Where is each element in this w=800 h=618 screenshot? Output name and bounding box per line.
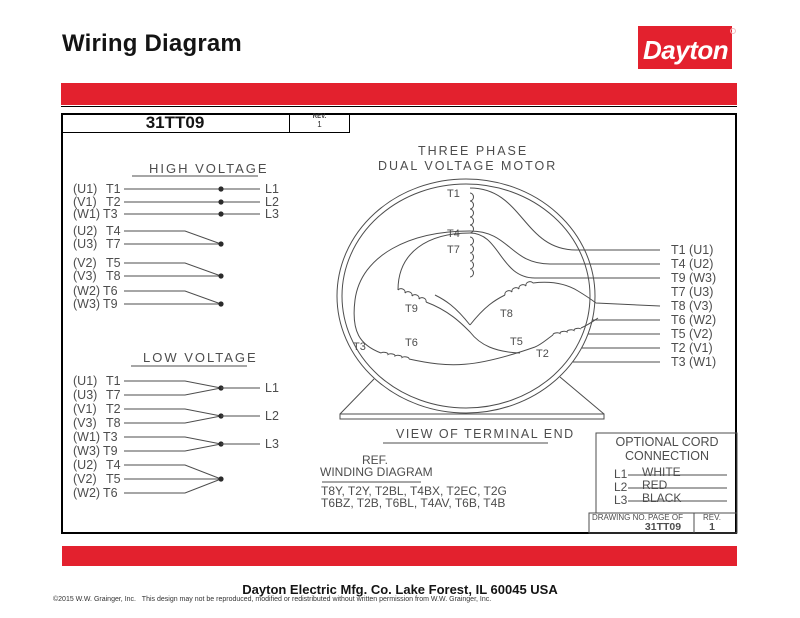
svg-text:THREE PHASE: THREE PHASE [418,144,528,158]
svg-text:(W2): (W2) [73,486,100,500]
svg-text:(W3): (W3) [73,444,100,458]
svg-text:T1: T1 [447,188,460,200]
svg-text:(U1): (U1) [73,182,97,196]
svg-text:1: 1 [709,521,715,533]
svg-text:HIGH VOLTAGE: HIGH VOLTAGE [149,161,269,176]
svg-text:T9: T9 [405,303,418,315]
svg-text:T7 (U3): T7 (U3) [671,285,713,299]
svg-text:OPTIONAL CORD: OPTIONAL CORD [615,435,718,449]
svg-text:(U2): (U2) [73,224,97,238]
svg-text:T8: T8 [106,269,121,283]
svg-text:T8: T8 [106,416,121,430]
svg-text:T9: T9 [103,297,118,311]
svg-text:(U3): (U3) [73,388,97,402]
svg-text:T6BZ, T2B, T6BL, T4AV, T6B, T4: T6BZ, T2B, T6BL, T4AV, T6B, T4B [321,496,505,510]
svg-text:(W1): (W1) [73,430,100,444]
svg-text:L3: L3 [265,437,279,451]
svg-text:T4 (U2): T4 (U2) [671,257,713,271]
svg-text:T3: T3 [353,341,366,353]
svg-text:T6: T6 [103,284,118,298]
svg-text:T2 (V1): T2 (V1) [671,341,713,355]
svg-text:(U3): (U3) [73,237,97,251]
svg-text:T6 (W2): T6 (W2) [671,313,716,327]
svg-text:LOW VOLTAGE: LOW VOLTAGE [143,350,258,365]
svg-text:T8 (V3): T8 (V3) [671,299,713,313]
svg-text:T5: T5 [106,472,121,486]
svg-text:(V3): (V3) [73,416,97,430]
svg-text:T5: T5 [106,256,121,270]
svg-text:L3: L3 [614,493,628,507]
svg-text:T1: T1 [106,182,121,196]
svg-text:DUAL VOLTAGE MOTOR: DUAL VOLTAGE MOTOR [378,159,557,173]
svg-text:T2: T2 [106,402,121,416]
svg-text:(U2): (U2) [73,458,97,472]
svg-text:T5 (V2): T5 (V2) [671,327,713,341]
svg-text:T6: T6 [103,486,118,500]
svg-text:WHITE: WHITE [642,465,681,479]
svg-text:T8: T8 [500,308,513,320]
svg-text:(W3): (W3) [73,297,100,311]
svg-text:(V3): (V3) [73,269,97,283]
svg-text:T9: T9 [103,444,118,458]
svg-text:BLACK: BLACK [642,491,681,505]
svg-text:(V2): (V2) [73,256,97,270]
svg-text:T3: T3 [103,207,118,221]
svg-text:T2: T2 [536,348,549,360]
svg-text:(V1): (V1) [73,402,97,416]
svg-text:(W1): (W1) [73,207,100,221]
svg-text:RED: RED [642,478,668,492]
svg-text:L1: L1 [265,182,279,196]
svg-text:WINDING DIAGRAM: WINDING DIAGRAM [320,465,433,479]
svg-text:T3 (W1): T3 (W1) [671,355,716,369]
svg-text:L1: L1 [614,467,628,481]
svg-text:T7: T7 [106,388,121,402]
svg-text:T4: T4 [106,458,121,472]
svg-text:T1: T1 [106,374,121,388]
svg-text:L2: L2 [265,409,279,423]
svg-text:L3: L3 [265,207,279,221]
svg-text:L1: L1 [265,381,279,395]
svg-text:T7: T7 [106,237,121,251]
svg-text:T4: T4 [106,224,121,238]
svg-text:T6: T6 [405,337,418,349]
svg-text:VIEW OF TERMINAL END: VIEW OF TERMINAL END [396,427,575,441]
svg-text:DRAWING NO.: DRAWING NO. [592,513,647,522]
svg-text:L2: L2 [614,480,628,494]
svg-text:(V2): (V2) [73,472,97,486]
svg-text:T3: T3 [103,430,118,444]
svg-text:31TT09: 31TT09 [645,521,681,533]
svg-text:T7: T7 [447,244,460,256]
svg-text:(W2): (W2) [73,284,100,298]
svg-text:T1 (U1): T1 (U1) [671,243,713,257]
svg-text:T5: T5 [510,336,523,348]
svg-text:CONNECTION: CONNECTION [625,449,709,463]
svg-text:T9 (W3): T9 (W3) [671,271,716,285]
svg-text:(U1): (U1) [73,374,97,388]
